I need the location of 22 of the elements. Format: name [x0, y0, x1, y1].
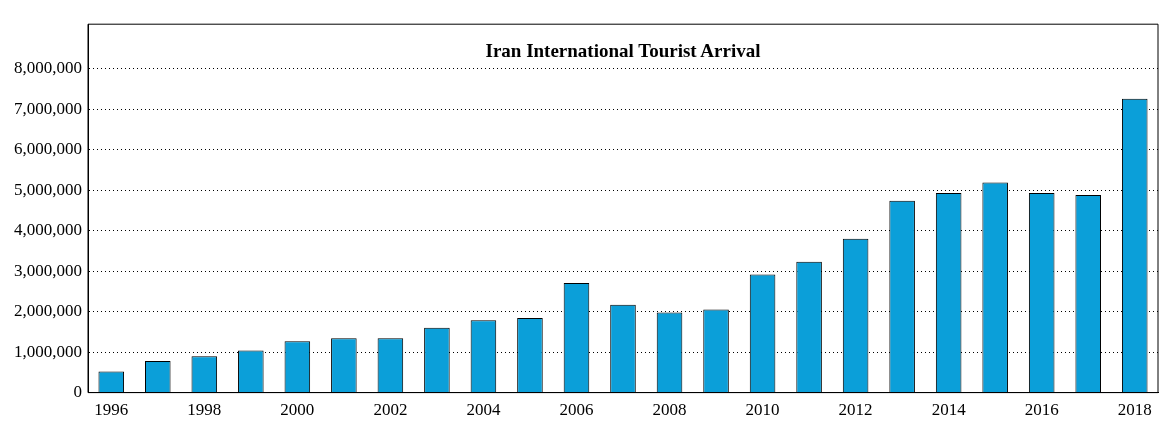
y-tick-label: 7,000,000: [14, 98, 82, 118]
x-tick-label: 2008: [652, 400, 687, 420]
y-tick-label: 3,000,000: [14, 260, 82, 280]
x-tick-label: 2000: [280, 400, 315, 420]
x-tick-label: 2010: [745, 400, 780, 420]
x-tick-label: 2014: [931, 400, 967, 420]
y-tick-label: 6,000,000: [14, 139, 82, 159]
y-tick-label: 5,000,000: [14, 179, 82, 199]
x-tick-label: 2018: [1117, 400, 1152, 420]
x-tick-label: 2006: [559, 400, 594, 420]
x-tick-label: 2004: [466, 400, 501, 420]
y-tick-label: 0: [73, 382, 82, 402]
y-tick-label: 4,000,000: [14, 220, 82, 240]
y-tick-label: 8,000,000: [14, 58, 82, 78]
y-tick-label: 2,000,000: [14, 301, 82, 321]
x-tick-label: 1998: [187, 400, 222, 420]
x-tick-label: 2016: [1024, 400, 1059, 420]
x-tick-label: 2002: [373, 400, 408, 420]
x-tick-label: 2012: [838, 400, 873, 420]
x-tick-label: 1996: [94, 400, 129, 420]
text: Iran International Tourist Arrival: [485, 40, 761, 62]
y-tick-label: 1,000,000: [14, 341, 82, 361]
